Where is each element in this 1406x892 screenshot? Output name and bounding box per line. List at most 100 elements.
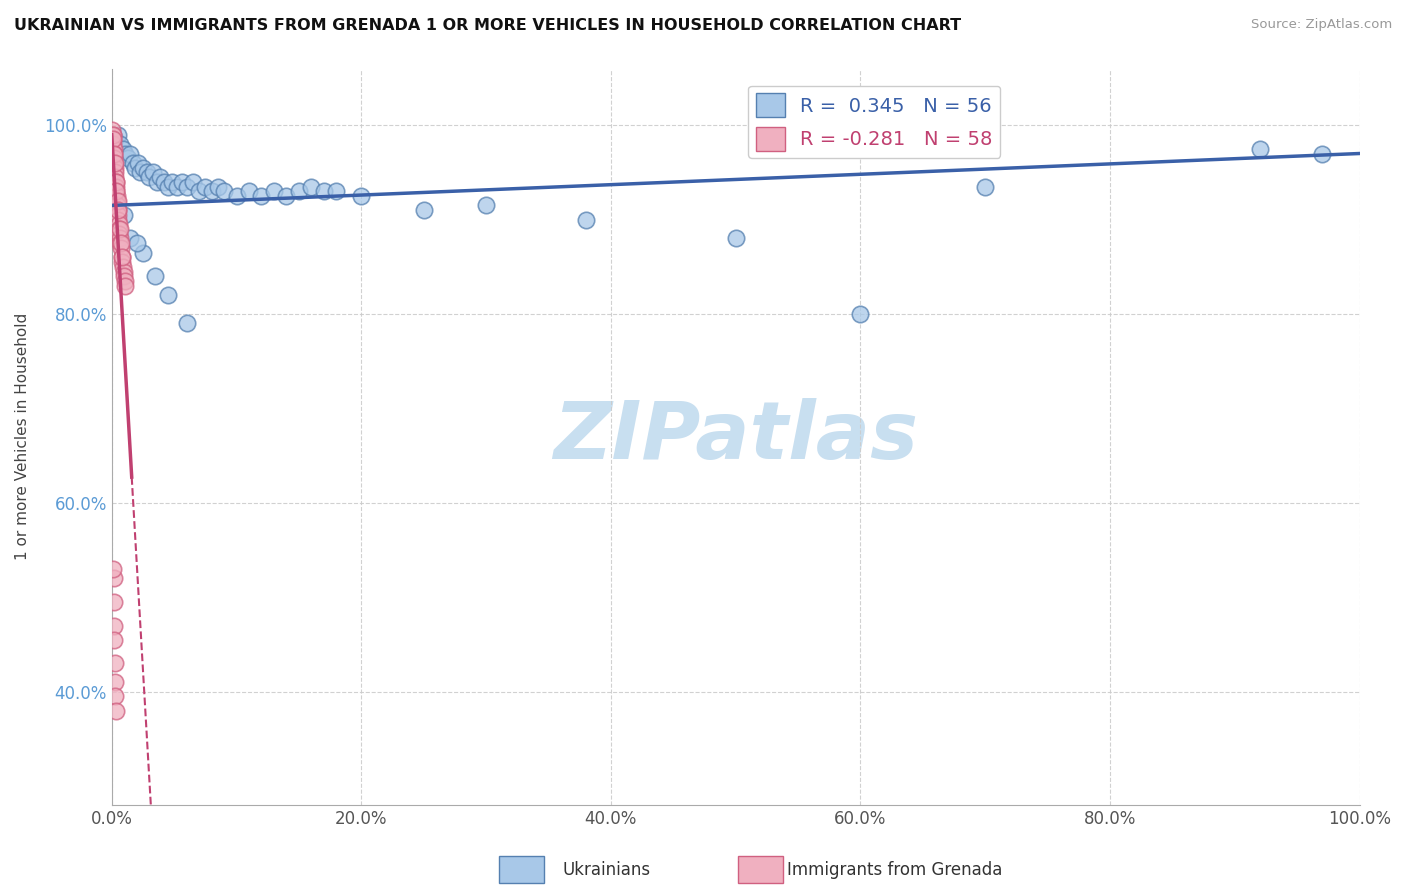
Point [153,175,176,189]
Point [120,146,142,161]
Point [108,222,131,236]
Point [101,132,124,146]
Point [105,194,128,208]
Point [107,208,129,222]
Point [105,184,128,198]
Point [156,288,179,302]
Point [105,198,128,212]
Point [110,236,132,251]
Point [127,156,149,170]
Point [103,146,125,161]
Point [107,212,129,227]
Point [120,231,142,245]
Point [412,203,434,218]
Point [104,175,127,189]
Point [111,251,134,265]
Point [1310,146,1333,161]
Point [475,198,498,212]
Point [166,179,188,194]
Point [125,236,148,251]
Point [207,179,229,194]
Point [138,170,160,185]
Point [104,175,127,189]
Point [110,137,132,152]
Point [112,269,135,284]
Point [124,161,146,175]
Point [104,161,127,175]
Point [1249,142,1271,156]
Point [103,146,125,161]
Point [111,255,134,269]
Point [849,307,872,321]
Point [117,151,139,165]
Point [135,165,157,179]
Point [212,184,235,198]
Point [200,184,222,198]
Point [724,231,747,245]
Point [105,179,128,194]
Point [104,690,127,704]
Point [103,137,125,152]
Point [104,675,127,690]
Point [103,156,125,170]
Point [101,123,124,137]
Point [107,203,129,218]
Text: Source: ZipAtlas.com: Source: ZipAtlas.com [1251,18,1392,31]
Point [112,264,135,278]
Point [288,184,311,198]
Point [142,165,165,179]
Point [325,184,347,198]
Point [108,227,131,241]
Point [110,241,132,255]
Point [188,184,211,198]
Point [181,175,204,189]
Point [110,236,132,251]
Point [575,212,598,227]
Point [105,189,128,203]
Point [103,151,125,165]
Point [350,189,373,203]
Point [114,274,136,288]
Point [107,194,129,208]
Point [104,170,127,185]
Point [160,175,183,189]
Text: ZIPatlas: ZIPatlas [553,398,918,475]
Point [111,251,134,265]
Point [263,184,285,198]
Point [225,189,247,203]
Point [238,184,260,198]
Point [149,170,172,185]
Point [145,269,167,284]
Point [101,128,124,142]
Point [107,128,129,142]
Point [250,189,273,203]
Point [103,132,125,146]
Point [129,165,152,179]
Point [108,222,131,236]
Point [111,260,134,274]
Point [132,161,155,175]
Point [107,217,129,231]
Point [103,142,125,156]
Point [105,184,128,198]
Point [103,632,125,647]
Point [176,179,198,194]
Point [114,278,136,293]
Text: Immigrants from Grenada: Immigrants from Grenada [787,861,1002,879]
Legend: R =  0.345   N = 56, R = -0.281   N = 58: R = 0.345 N = 56, R = -0.281 N = 58 [748,86,1001,159]
Point [156,179,179,194]
Point [107,203,129,218]
Point [103,571,125,585]
Point [170,175,193,189]
Point [276,189,298,203]
Point [104,156,127,170]
Point [299,179,322,194]
Point [122,156,145,170]
Point [104,657,127,671]
Point [112,208,135,222]
Point [114,146,136,161]
Text: UKRAINIAN VS IMMIGRANTS FROM GRENADA 1 OR MORE VEHICLES IN HOUSEHOLD CORRELATION: UKRAINIAN VS IMMIGRANTS FROM GRENADA 1 O… [14,18,962,33]
Point [194,179,217,194]
Point [104,132,127,146]
Y-axis label: 1 or more Vehicles in Household: 1 or more Vehicles in Household [15,313,30,560]
